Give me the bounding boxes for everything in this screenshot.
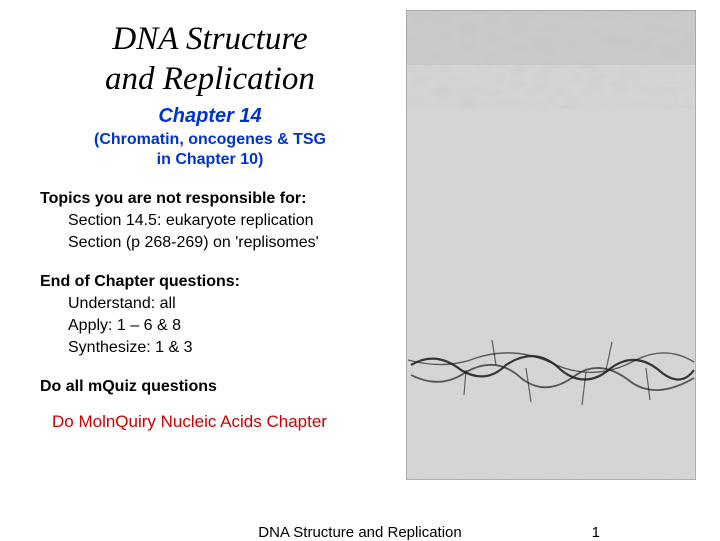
subref-line1: (Chromatin, oncogenes & TSG [94,131,326,148]
micrograph-svg [406,10,696,480]
eoc-heading: End of Chapter questions: [40,273,380,291]
title-line1: DNA Structure [112,21,307,57]
eoc-line1: Understand: all [68,295,176,312]
footer-page-number: 1 [592,524,600,541]
topics-line1: Section 14.5: eukaryote replication [68,212,313,229]
chapter-subref: (Chromatin, oncogenes & TSG in Chapter 1… [40,130,380,170]
left-column: DNA Structure and Replication Chapter 14… [40,20,380,432]
micrograph-image [406,10,696,480]
subref-line2: in Chapter 10) [157,151,264,168]
footer-title: DNA Structure and Replication [258,524,461,541]
topics-body: Section 14.5: eukaryote replication Sect… [40,210,380,253]
eoc-line3: Synthesize: 1 & 3 [68,339,193,356]
chapter-label: Chapter 14 [40,105,380,128]
slide-title: DNA Structure and Replication [40,20,380,99]
slide: DNA Structure and Replication Chapter 14… [0,0,720,540]
topics-line2: Section (p 268-269) on 'replisomes' [68,234,319,251]
red-note: Do MolnQuiry Nucleic Acids Chapter [40,412,380,432]
topics-heading: Topics you are not responsible for: [40,190,380,208]
eoc-line2: Apply: 1 – 6 & 8 [68,317,181,334]
eoc-body: Understand: all Apply: 1 – 6 & 8 Synthes… [40,293,380,358]
title-line2: and Replication [105,61,315,97]
do-all-line: Do all mQuiz questions [40,378,380,396]
